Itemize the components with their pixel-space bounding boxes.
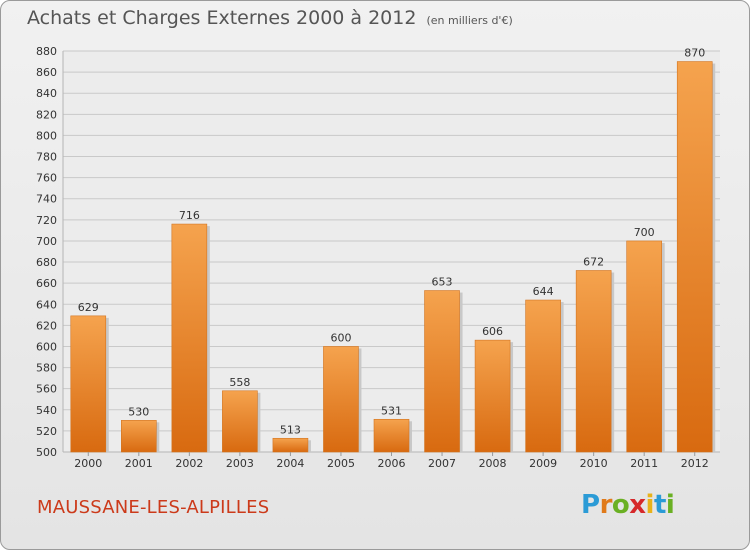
bar-value-label: 672 (583, 255, 604, 268)
y-tick-label: 520 (36, 425, 57, 438)
bar (272, 437, 309, 453)
y-tick-label: 860 (36, 66, 57, 79)
x-tick-label: 2000 (74, 457, 102, 470)
x-tick-label: 2002 (175, 457, 203, 470)
x-tick-label: 2001 (125, 457, 153, 470)
x-tick-label: 2004 (276, 457, 304, 470)
x-tick-label: 2003 (226, 457, 254, 470)
logo-letter: r (599, 490, 613, 520)
bar-value-label: 531 (381, 404, 402, 417)
x-tick-label: 2005 (327, 457, 355, 470)
x-tick-label: 2009 (529, 457, 557, 470)
y-tick-label: 720 (36, 214, 57, 227)
y-tick-label: 760 (36, 172, 57, 185)
bar-value-label: 716 (179, 209, 200, 222)
y-tick-label: 740 (36, 193, 57, 206)
bar (474, 339, 511, 453)
chart-subtitle: (en milliers d'€) (426, 14, 513, 27)
x-tick-label: 2012 (681, 457, 709, 470)
logo-letter: x (629, 490, 646, 520)
plot-area (63, 51, 720, 452)
y-tick-label: 580 (36, 362, 57, 375)
bar (171, 223, 208, 453)
bar (575, 270, 612, 453)
logo-letter: i (645, 490, 655, 520)
y-tick-label: 600 (36, 340, 57, 353)
bar (121, 420, 157, 453)
bar-value-label: 870 (684, 47, 705, 60)
x-tick-label: 2010 (580, 457, 608, 470)
bar-value-label: 606 (482, 325, 503, 338)
bar (424, 290, 460, 453)
x-tick-label: 2006 (378, 457, 406, 470)
bar-value-label: 558 (229, 376, 250, 389)
bar-value-label: 629 (78, 301, 99, 314)
y-tick-label: 500 (36, 446, 57, 459)
bar-chart: 500 520 540 560 580 600 620 640 660 680 700 720 740 7… (36, 45, 720, 470)
logo-letter: t (653, 490, 666, 520)
bar (70, 315, 107, 453)
bar (525, 299, 561, 453)
bar (373, 418, 410, 453)
y-tick-label: 540 (36, 404, 57, 417)
bar-value-label: 600 (330, 331, 351, 344)
bar-value-label: 530 (128, 405, 149, 418)
y-tick-label: 780 (36, 151, 57, 164)
x-tick-label: 2007 (428, 457, 456, 470)
proxiti-logo: Proxiti (581, 490, 675, 520)
logo-letter: P (581, 490, 600, 520)
bar (323, 346, 359, 453)
y-tick-label: 820 (36, 108, 57, 121)
x-tick-label: 2011 (630, 457, 658, 470)
y-tick-label: 660 (36, 277, 57, 290)
x-tick-label: 2008 (479, 457, 507, 470)
y-tick-label: 880 (36, 45, 57, 58)
y-tick-label: 700 (36, 235, 57, 248)
bar-value-label: 513 (280, 423, 301, 436)
bar-value-label: 653 (432, 276, 453, 289)
logo-letter: o (611, 490, 630, 520)
city-name: MAUSSANE-LES-ALPILLES (37, 497, 270, 518)
y-tick-label: 840 (36, 87, 57, 100)
bar-value-label: 700 (634, 226, 655, 239)
y-tick-label: 560 (36, 383, 57, 396)
y-tick-label: 680 (36, 256, 57, 269)
chart-title: Achats et Charges Externes 2000 à 2012 (e… (27, 7, 513, 29)
bar-value-label: 644 (533, 285, 554, 298)
title-text: Achats et Charges Externes 2000 à 2012 (27, 7, 417, 29)
y-tick-label: 800 (36, 129, 57, 142)
y-tick-label: 640 (36, 298, 57, 311)
bar (626, 240, 662, 453)
logo-letter: i (665, 490, 675, 520)
y-tick-label: 620 (36, 319, 57, 332)
bar (222, 390, 258, 453)
bar (676, 61, 713, 453)
